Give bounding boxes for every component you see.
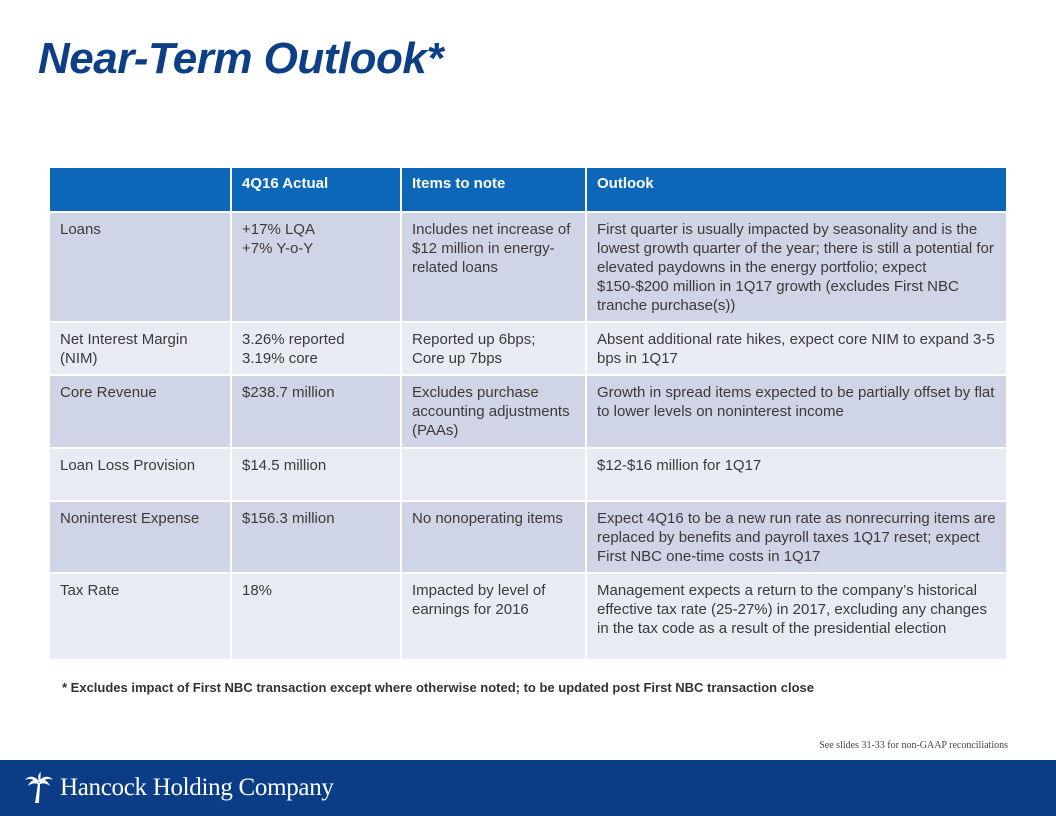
actual-cell: 18%	[231, 573, 402, 661]
table-row: Core Revenue $238.7 million Excludes pur…	[50, 375, 1006, 449]
header-cell-items-to-note: Items to note	[401, 168, 587, 213]
header-cell-outlook: Outlook	[586, 168, 1006, 213]
footer-bar: Hancock Holding Company	[0, 760, 1056, 816]
table-header-row: 4Q16 Actual Items to note Outlook	[50, 168, 1006, 213]
row-label: Loans	[50, 212, 232, 323]
row-label: Core Revenue	[50, 375, 232, 449]
items-cell: Includes net increase of $12 million in …	[401, 212, 587, 323]
header-cell-blank	[50, 168, 232, 213]
actual-cell: $14.5 million	[231, 448, 402, 502]
items-cell: Excludes purchase accounting adjustments…	[401, 375, 587, 449]
outlook-table: 4Q16 Actual Items to note Outlook Loans …	[50, 168, 1006, 661]
outlook-cell: Expect 4Q16 to be a new run rate as nonr…	[586, 501, 1006, 574]
table-row: Tax Rate 18% Impacted by level of earnin…	[50, 573, 1006, 661]
footnote: * Excludes impact of First NBC transacti…	[62, 680, 814, 695]
table-row: Noninterest Expense $156.3 million No no…	[50, 501, 1006, 574]
items-cell	[401, 448, 587, 502]
company-name: Hancock Holding Company	[60, 774, 334, 801]
row-label: Net Interest Margin (NIM)	[50, 322, 232, 376]
header-cell-4q16-actual: 4Q16 Actual	[231, 168, 402, 213]
items-cell: No nonoperating items	[401, 501, 587, 574]
outlook-cell: $12-$16 million for 1Q17	[586, 448, 1006, 502]
row-label: Tax Rate	[50, 573, 232, 661]
outlook-cell: Growth in spread items expected to be pa…	[586, 375, 1006, 449]
table-row: Loans +17% LQA +7% Y-o-Y Includes net in…	[50, 212, 1006, 323]
outlook-cell: Management expects a return to the compa…	[586, 573, 1006, 661]
items-cell: Impacted by level of earnings for 2016	[401, 573, 587, 661]
row-label: Noninterest Expense	[50, 501, 232, 574]
palm-tree-icon	[25, 772, 53, 803]
non-gaap-note: See slides 31-33 for non-GAAP reconcilia…	[819, 740, 1008, 751]
table-row: Loan Loss Provision $14.5 million $12-$1…	[50, 448, 1006, 502]
page-title: Near-Term Outlook*	[38, 34, 444, 83]
items-cell: Reported up 6bps; Core up 7bps	[401, 322, 587, 376]
actual-cell: $156.3 million	[231, 501, 402, 574]
outlook-cell: First quarter is usually impacted by sea…	[586, 212, 1006, 323]
actual-cell: +17% LQA +7% Y-o-Y	[231, 212, 402, 323]
actual-cell: 3.26% reported 3.19% core	[231, 322, 402, 376]
actual-cell: $238.7 million	[231, 375, 402, 449]
table-row: Net Interest Margin (NIM) 3.26% reported…	[50, 322, 1006, 376]
company-logo: Hancock Holding Company	[24, 770, 334, 806]
row-label: Loan Loss Provision	[50, 448, 232, 502]
outlook-cell: Absent additional rate hikes, expect cor…	[586, 322, 1006, 376]
